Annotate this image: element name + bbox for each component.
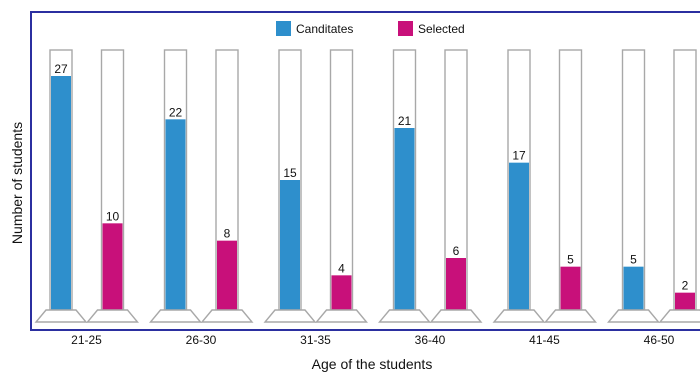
data-label: 22 <box>169 105 183 119</box>
selected-bar <box>217 240 237 310</box>
selected-bar <box>675 292 695 310</box>
legend-label-candidates: Canditates <box>296 22 353 36</box>
selected-bar <box>102 223 123 310</box>
cylinder-base <box>658 309 700 323</box>
cylinder-base <box>315 309 368 323</box>
cylinder-base <box>34 309 88 323</box>
x-tick-label: 41-45 <box>529 333 560 347</box>
data-label: 27 <box>54 62 68 76</box>
cylinders-layer: 27 10 22 8 15 4 21 6 17 5 5 2 <box>34 49 700 323</box>
cylinder-base <box>544 309 597 323</box>
selected-bar <box>331 275 352 310</box>
data-label: 17 <box>512 149 526 163</box>
data-label: 21 <box>398 114 412 128</box>
data-label: 4 <box>338 261 345 275</box>
selected-bar <box>560 266 581 310</box>
y-axis-title: Number of students <box>9 122 25 244</box>
candidates-bar <box>51 76 71 310</box>
candidates-bar <box>165 119 186 310</box>
x-tick-label: 46-50 <box>644 333 675 347</box>
legend: Canditates Selected <box>276 21 465 36</box>
data-label: 5 <box>630 253 637 267</box>
cylinder-base <box>492 309 546 323</box>
cylinder-glass <box>673 49 697 311</box>
selected-bar <box>446 258 466 310</box>
candidates-bar <box>394 128 415 310</box>
x-tick-label: 36-40 <box>415 333 446 347</box>
x-tick-label: 31-35 <box>300 333 331 347</box>
data-label: 6 <box>453 244 460 258</box>
cylinder-base <box>86 309 139 323</box>
x-tick-label: 21-25 <box>71 333 102 347</box>
legend-swatch-candidates <box>276 21 291 36</box>
data-label: 2 <box>682 279 689 293</box>
legend-swatch-selected <box>398 21 413 36</box>
cylinder-base <box>429 309 483 323</box>
x-tick-label: 26-30 <box>186 333 217 347</box>
data-label: 10 <box>106 209 120 223</box>
candidates-bar <box>280 180 300 310</box>
candidates-bar <box>509 162 529 310</box>
candidates-bar <box>623 266 644 310</box>
x-tick-labels: 21-25 26-30 31-35 36-40 41-45 46-50 <box>71 333 675 347</box>
cylinder-base <box>200 309 254 323</box>
cylinder-base <box>149 309 202 323</box>
cylinder-base <box>607 309 660 323</box>
cylinder-base <box>263 309 317 323</box>
cylinder-base <box>378 309 431 323</box>
data-label: 5 <box>567 253 574 267</box>
plot-frame <box>30 11 700 331</box>
data-label: 15 <box>283 166 297 180</box>
x-axis-title: Age of the students <box>312 356 433 372</box>
legend-label-selected: Selected <box>418 22 465 36</box>
data-label: 8 <box>224 227 231 241</box>
